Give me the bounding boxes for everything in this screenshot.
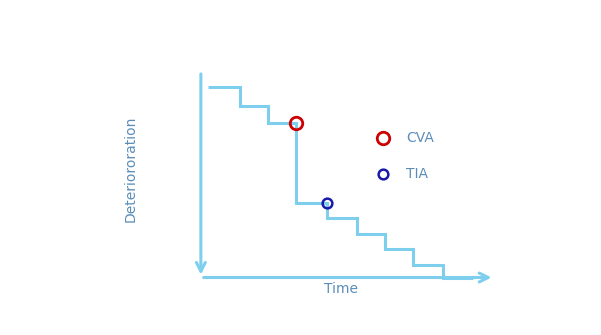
Text: CVA: CVA [406,131,434,145]
Text: Deteriororation: Deteriororation [124,116,138,222]
Text: TIA: TIA [406,168,428,181]
Text: Time: Time [323,282,358,295]
